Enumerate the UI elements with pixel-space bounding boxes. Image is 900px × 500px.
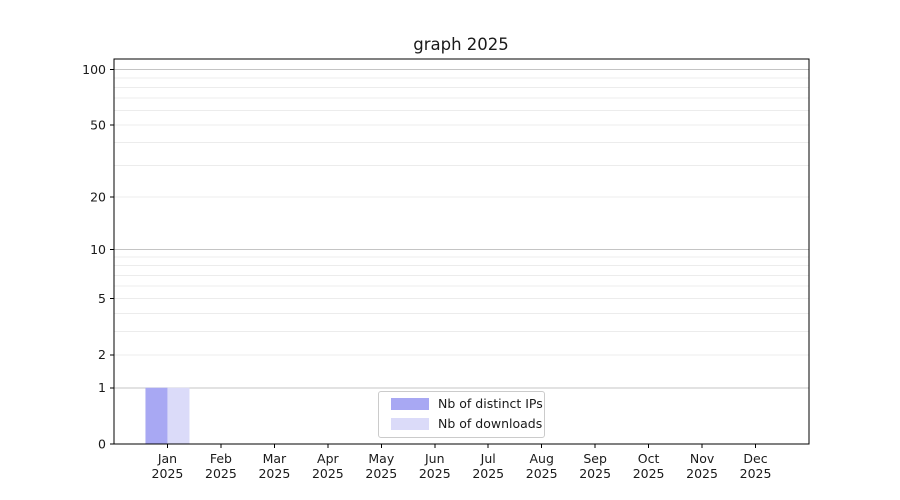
legend-item-distinct-ips: Nb of distinct IPs bbox=[391, 397, 543, 411]
legend-item-downloads: Nb of downloads bbox=[391, 417, 542, 431]
x-tick-label-month: Apr bbox=[317, 451, 339, 466]
x-tick-label-month: Jun bbox=[424, 451, 445, 466]
bar-downloads bbox=[167, 387, 190, 444]
x-tick-label-year: 2025 bbox=[258, 466, 290, 481]
x-tick-label-month: May bbox=[368, 451, 394, 466]
x-tick-label-month: Mar bbox=[263, 451, 287, 466]
x-tick-label-year: 2025 bbox=[526, 466, 558, 481]
x-tick-label-year: 2025 bbox=[365, 466, 397, 481]
legend-swatch-downloads bbox=[391, 418, 429, 430]
y-tick-label: 10 bbox=[90, 242, 106, 257]
x-tick-label-month: Jul bbox=[480, 451, 496, 466]
x-tick-label-year: 2025 bbox=[419, 466, 451, 481]
bar-distinct-ips bbox=[145, 387, 168, 444]
y-tick-label: 20 bbox=[90, 189, 106, 204]
x-tick-label-year: 2025 bbox=[686, 466, 718, 481]
x-tick-label-month: Dec bbox=[743, 451, 767, 466]
x-tick-label-month: Nov bbox=[690, 451, 715, 466]
x-tick-label-month: Feb bbox=[210, 451, 232, 466]
legend-swatch-distinct-ips bbox=[391, 398, 429, 410]
x-tick-label-year: 2025 bbox=[312, 466, 344, 481]
x-tick-label-year: 2025 bbox=[633, 466, 665, 481]
y-tick-label: 100 bbox=[82, 62, 106, 77]
x-tick-label-year: 2025 bbox=[152, 466, 184, 481]
y-tick-label: 0 bbox=[98, 436, 106, 451]
legend: Nb of distinct IPs Nb of downloads bbox=[378, 391, 545, 438]
chart-title: graph 2025 bbox=[413, 35, 509, 54]
x-tick-label-month: Aug bbox=[529, 451, 553, 466]
legend-label-distinct-ips: Nb of distinct IPs bbox=[438, 396, 543, 411]
y-tick-label: 1 bbox=[98, 380, 106, 395]
y-tick-label: 5 bbox=[98, 291, 106, 306]
x-tick-label-year: 2025 bbox=[472, 466, 504, 481]
y-tick-label: 50 bbox=[90, 117, 106, 132]
x-tick-label-month: Oct bbox=[638, 451, 660, 466]
x-tick-label-year: 2025 bbox=[205, 466, 237, 481]
legend-label-downloads: Nb of downloads bbox=[438, 416, 543, 431]
y-tick-label: 2 bbox=[98, 347, 106, 362]
axes-box bbox=[113, 58, 810, 445]
x-tick-label-year: 2025 bbox=[579, 466, 611, 481]
x-tick-label-month: Sep bbox=[583, 451, 607, 466]
x-tick-label-year: 2025 bbox=[740, 466, 772, 481]
x-tick-label-month: Jan bbox=[157, 451, 177, 466]
